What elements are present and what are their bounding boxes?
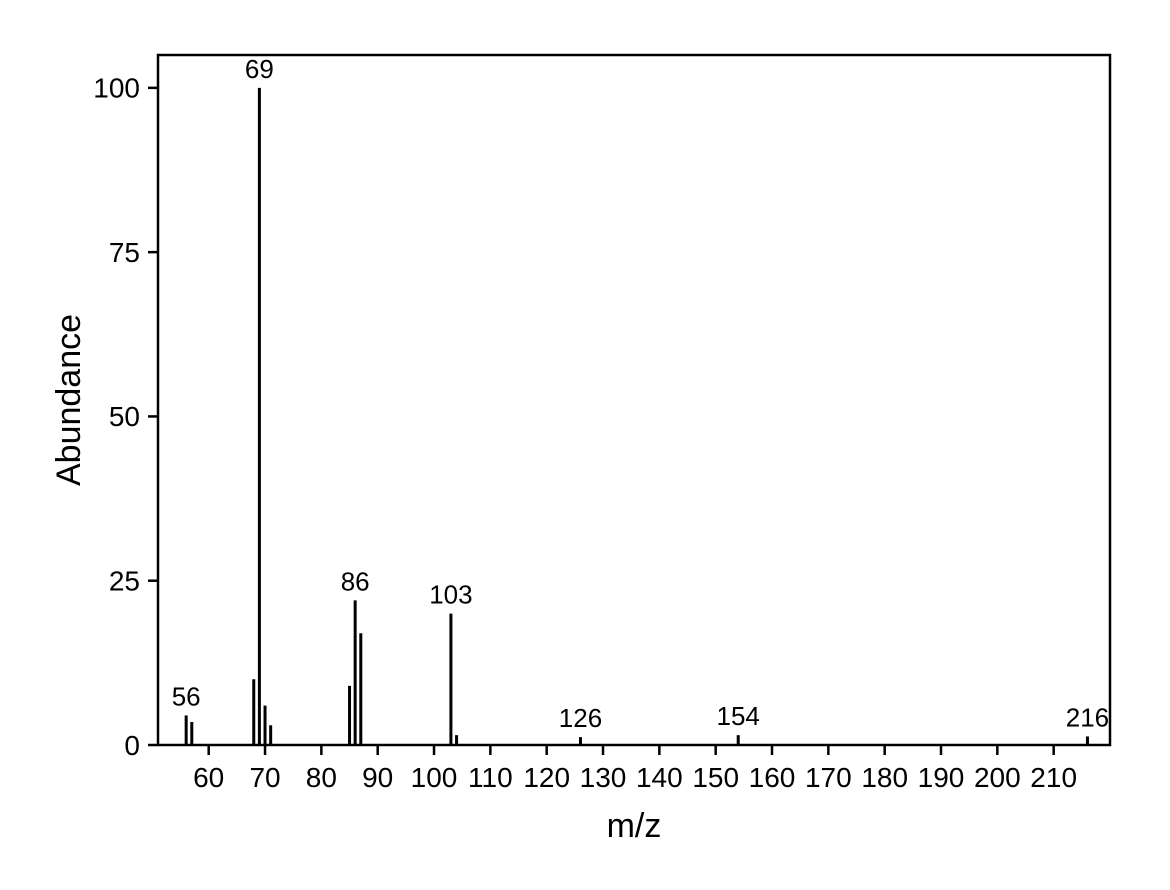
x-tick-label: 110 xyxy=(468,762,513,793)
y-tick-label: 50 xyxy=(109,401,140,432)
spectrum-svg: 60 70 80 90 100 110 120 130 140 150 160 170 180 190 20… xyxy=(0,0,1170,890)
x-tick-label: 100 xyxy=(411,762,458,793)
y-tick-label: 0 xyxy=(124,730,140,761)
x-tick-label: 130 xyxy=(580,762,627,793)
peak-label: 103 xyxy=(429,580,472,610)
peak-label: 56 xyxy=(172,681,201,711)
x-tick-label: 160 xyxy=(749,762,796,793)
peak-label: 86 xyxy=(341,566,370,596)
x-tick-label: 120 xyxy=(523,762,570,793)
x-tick-label: 150 xyxy=(692,762,739,793)
peak-label: 126 xyxy=(559,703,602,733)
x-axis-label: m/z xyxy=(607,807,662,845)
x-tick-label: 200 xyxy=(974,762,1021,793)
x-tick-label: 90 xyxy=(362,762,393,793)
peak-label: 216 xyxy=(1066,702,1109,732)
x-tick-label: 140 xyxy=(636,762,683,793)
x-tick-label: 180 xyxy=(861,762,908,793)
mass-spectrum-chart: 60 70 80 90 100 110 120 130 140 150 160 170 180 190 20… xyxy=(0,0,1170,890)
y-axis-label: Abundance xyxy=(50,314,88,486)
y-tick-label: 100 xyxy=(93,73,140,104)
peak-label: 69 xyxy=(245,54,274,84)
y-tick-label: 75 xyxy=(109,237,140,268)
plot-border xyxy=(158,55,1110,745)
peak-label: 154 xyxy=(717,701,760,731)
x-tick-label: 190 xyxy=(918,762,965,793)
x-tick-label: 80 xyxy=(306,762,337,793)
y-tick-label: 25 xyxy=(109,566,140,597)
x-tick-label: 60 xyxy=(193,762,224,793)
x-tick-label: 70 xyxy=(249,762,280,793)
x-tick-label: 210 xyxy=(1030,762,1077,793)
x-tick-label: 170 xyxy=(805,762,852,793)
